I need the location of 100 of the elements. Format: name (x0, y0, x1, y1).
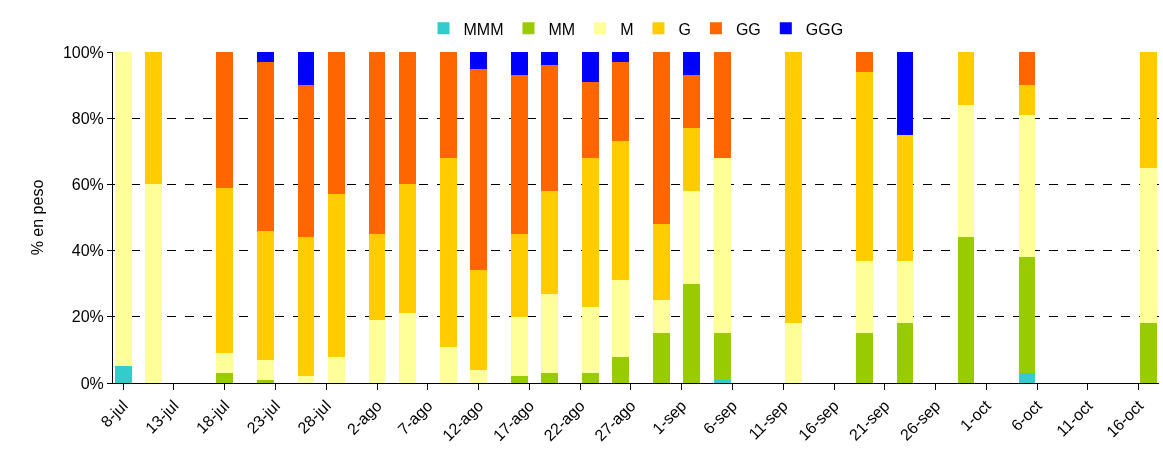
bar (683, 191, 701, 284)
bar (683, 52, 701, 76)
bar (612, 61, 630, 142)
bar (541, 52, 559, 66)
bar (145, 52, 162, 185)
bar (856, 52, 873, 72)
bar (510, 75, 528, 235)
bar (1018, 257, 1036, 374)
bar (510, 234, 528, 317)
bar (683, 128, 701, 192)
bar (957, 237, 975, 383)
bar (328, 52, 345, 195)
y-tick-label: 20% (71, 308, 104, 326)
legend-label: M (620, 20, 634, 38)
legend-label: G (678, 20, 691, 38)
y-tick-label: 80% (71, 109, 104, 127)
bar (216, 52, 234, 188)
bar (1140, 52, 1158, 168)
bar (581, 373, 599, 383)
bar (1140, 167, 1158, 324)
bar (541, 373, 559, 383)
bar (399, 184, 416, 314)
bar (957, 104, 975, 238)
bar (581, 81, 599, 158)
bar (653, 333, 670, 383)
bar (256, 52, 274, 62)
bar (439, 157, 457, 347)
bar (1018, 85, 1036, 115)
y-tick-label: 40% (71, 242, 104, 260)
bar (957, 52, 975, 105)
bar (1018, 373, 1036, 383)
bar (713, 52, 731, 158)
bar (470, 68, 487, 271)
bar (896, 260, 914, 324)
bar (297, 376, 315, 383)
bar (470, 369, 487, 383)
bar (439, 52, 457, 158)
bar (297, 237, 315, 377)
bar (470, 52, 487, 69)
bar (653, 224, 670, 301)
bar (1140, 323, 1158, 383)
bar (328, 194, 345, 357)
bar (216, 373, 234, 383)
bar (439, 346, 457, 383)
bar (581, 306, 599, 374)
bar (399, 313, 416, 383)
bar (713, 157, 731, 334)
legend-label: GG (735, 20, 761, 38)
bar (541, 293, 559, 374)
bar (856, 71, 873, 261)
bar (145, 184, 162, 383)
bar (510, 52, 528, 76)
legend-label: MM (548, 20, 576, 38)
bar (856, 333, 873, 383)
bar (612, 356, 630, 383)
bar (612, 280, 630, 357)
bar (1018, 114, 1036, 258)
bar (856, 260, 873, 334)
bar (114, 52, 132, 367)
y-tick-label: 100% (62, 43, 104, 61)
bar (256, 230, 274, 360)
bar (297, 85, 315, 238)
y-tick-label: 60% (71, 176, 104, 193)
bar (785, 52, 802, 324)
bar (470, 270, 487, 370)
bar (581, 157, 599, 307)
bar (368, 320, 386, 383)
bar (713, 379, 731, 383)
bar (216, 187, 234, 354)
bar (683, 75, 701, 129)
bar (612, 141, 630, 281)
bar (297, 52, 315, 86)
bar (896, 134, 914, 261)
bar (785, 323, 802, 383)
bar (256, 359, 274, 380)
bar (368, 234, 386, 321)
bar (510, 376, 528, 383)
bar (713, 333, 731, 380)
bar (612, 52, 630, 62)
bar (683, 283, 701, 383)
bar (653, 52, 670, 225)
bar (399, 52, 416, 185)
bar (114, 366, 132, 383)
bar (541, 65, 559, 192)
bar (896, 52, 914, 135)
y-axis-title: % en peso (28, 179, 46, 256)
bar (510, 316, 528, 377)
bar (368, 52, 386, 235)
bar (1018, 52, 1036, 86)
bar (328, 356, 345, 383)
bar (581, 52, 599, 82)
y-tick-label: 0% (80, 374, 104, 392)
legend-label: GGG (805, 20, 844, 38)
bar (256, 379, 274, 383)
bar (216, 353, 234, 374)
bar (653, 300, 670, 334)
legend-label: MMM (463, 20, 504, 38)
bar (256, 61, 274, 231)
bar (541, 191, 559, 294)
bar (896, 323, 914, 383)
